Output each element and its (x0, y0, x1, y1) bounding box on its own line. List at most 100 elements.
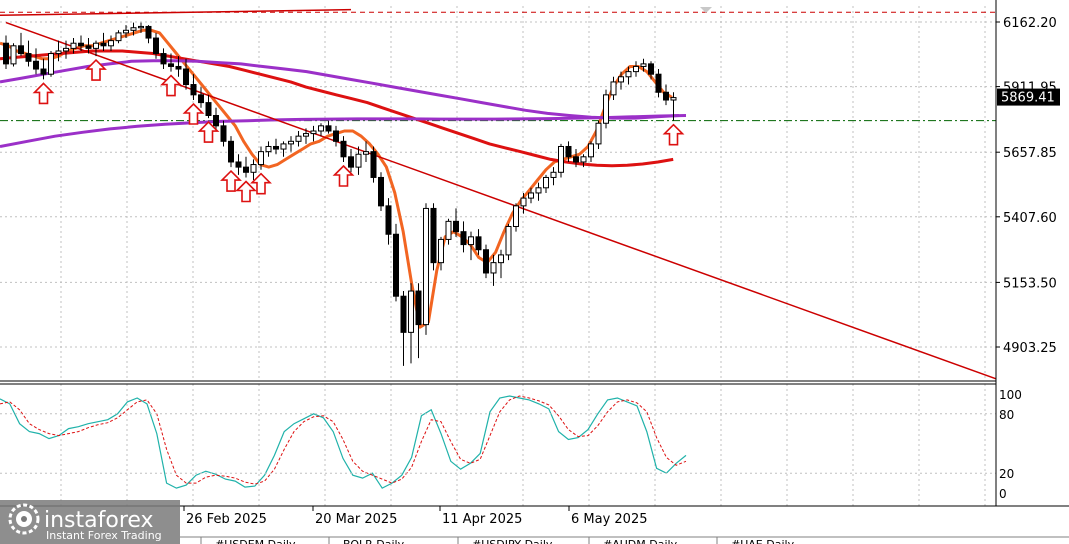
osc-level-label: 100 (999, 388, 1022, 402)
candle-body (190, 84, 197, 96)
candle-body (100, 42, 107, 47)
candle-body (175, 65, 182, 70)
candle-body (250, 164, 257, 173)
candle-body (550, 171, 557, 178)
osc-level-label: 80 (999, 408, 1014, 422)
logo-tagline: Instant Forex Trading (46, 529, 162, 542)
candle-body (243, 166, 249, 173)
candle-body (40, 68, 47, 75)
candle-body (303, 133, 309, 137)
candle-body (310, 130, 317, 135)
symbol-tab: #USDEM,Daily (215, 538, 296, 544)
candle-body (520, 197, 527, 207)
logo-brand: instaforex (44, 508, 154, 533)
gear-center (21, 516, 27, 522)
ma-long-line (0, 114, 687, 148)
candle-body (33, 60, 39, 70)
candle-body (663, 91, 669, 101)
x-tick-label: 26 Feb 2025 (186, 512, 267, 527)
candle-body (198, 94, 204, 104)
shift-marker-icon (700, 7, 712, 13)
x-tick-label: 11 Apr 2025 (442, 512, 522, 527)
candle-body (505, 226, 512, 256)
candle-body (333, 130, 339, 142)
candle-body (273, 145, 279, 150)
candle-body (48, 53, 54, 75)
osc-level-label: 20 (999, 467, 1014, 481)
symbol-tab: #UAE,Daily (731, 538, 795, 544)
candle-body (670, 97, 677, 101)
candle-body (640, 63, 647, 67)
candle-body (318, 125, 324, 132)
buy-arrow-icon (662, 123, 685, 146)
candle-body (408, 290, 414, 333)
candle-body (475, 236, 482, 251)
x-tick-label: 20 Mar 2025 (315, 512, 397, 527)
buy-arrow-icon (182, 102, 205, 125)
candle-body (115, 32, 122, 42)
candle-body (595, 122, 602, 145)
candle-body (415, 290, 422, 326)
osc-level-label: 0 (999, 487, 1007, 501)
candle-body (93, 42, 99, 49)
candle-body (513, 205, 519, 228)
price-axis: 6162.205911.955657.855407.605153.504903.… (996, 16, 1060, 501)
buy-arrow-icon (220, 169, 242, 192)
candle-body (78, 42, 84, 47)
candle-body (558, 145, 564, 173)
candle-body (573, 156, 579, 163)
gear-teeth (8, 503, 40, 535)
candle-body (168, 63, 174, 67)
candle-body (280, 143, 287, 150)
symbol-tab: #USDJPY,Daily (472, 538, 553, 544)
candle-body (213, 115, 219, 127)
candle-body (55, 50, 62, 55)
stoch-k-line (0, 395, 687, 489)
candle-body (385, 205, 392, 235)
x-tick-label: 6 May 2025 (571, 512, 648, 527)
candle-body (618, 76, 624, 83)
buy-arrow-icon (160, 74, 182, 97)
buy-arrow-icon (197, 120, 220, 143)
candle-body (633, 65, 639, 73)
candle-body (363, 151, 369, 155)
candle-body (438, 238, 444, 264)
candle-body (445, 220, 452, 240)
candle-body (138, 25, 144, 29)
date-axis: 26 Feb 2025 20 Mar 2025 11 Apr 2025 6 May 2… (183, 506, 648, 527)
candle-body (130, 27, 137, 31)
candle-body (160, 53, 167, 65)
candle-body (258, 151, 264, 166)
stochastic-oscillator (0, 395, 996, 489)
candle-body (123, 29, 129, 34)
symbol-tabs: #USDEM,Daily BOLR,Daily #USDJPY,Daily #AUDM… (180, 536, 1069, 544)
buy-arrow-icon (85, 58, 107, 81)
candle-body (393, 233, 399, 297)
candle-body (183, 68, 189, 86)
candle-body (348, 156, 354, 168)
ma-slow-line (0, 59, 679, 120)
candle-body (265, 145, 272, 153)
y-tick-label: 5657.85 (1003, 146, 1057, 161)
buy-arrow-icon (32, 82, 55, 105)
candle-body (610, 81, 617, 96)
candle-body (378, 176, 384, 207)
candle-body (355, 153, 362, 168)
candle-body (625, 71, 632, 78)
candle-body (340, 140, 347, 158)
candle-body (528, 192, 534, 199)
candle-body (468, 236, 474, 246)
candle-body (10, 45, 17, 65)
candles (3, 22, 677, 366)
candle-body (3, 42, 9, 65)
candle-body (460, 231, 467, 246)
candle-body (70, 42, 77, 49)
candle-body (205, 102, 212, 117)
candle-body (400, 295, 407, 333)
candle-body (220, 125, 227, 142)
current-price-tag (997, 88, 1060, 106)
candle-body (423, 207, 429, 326)
top-channel-line (0, 8, 352, 17)
candle-body (108, 40, 114, 47)
